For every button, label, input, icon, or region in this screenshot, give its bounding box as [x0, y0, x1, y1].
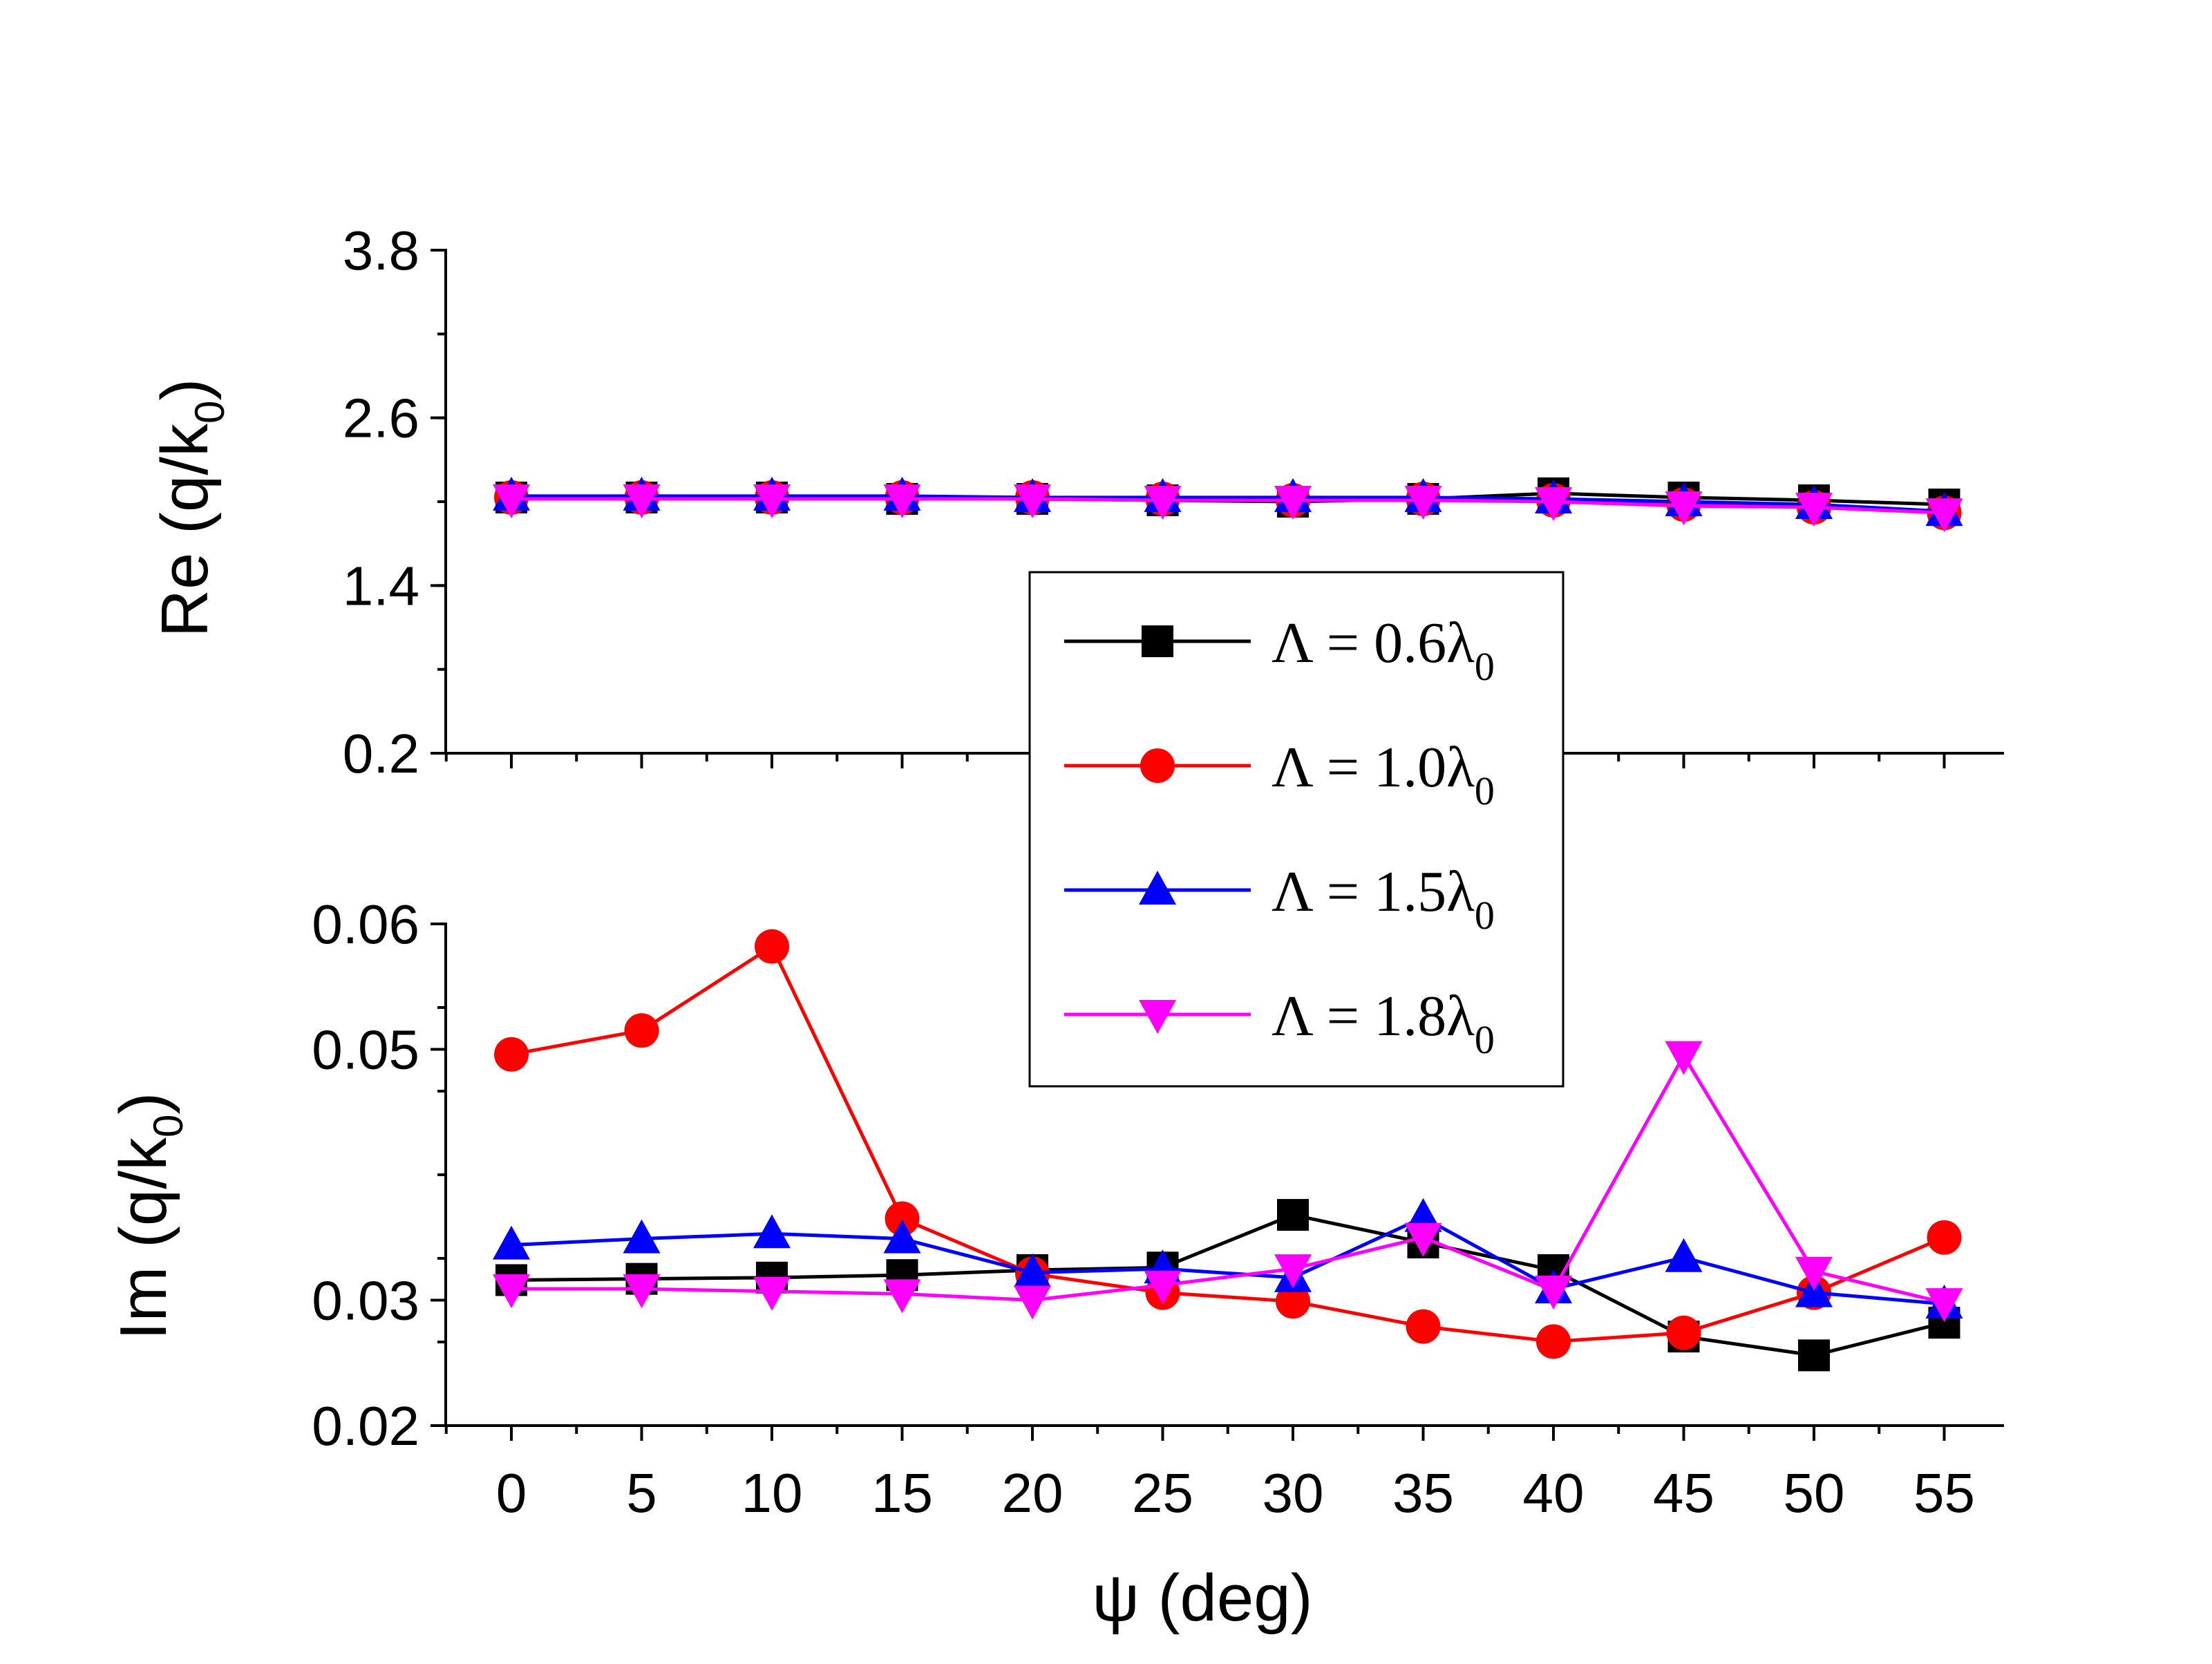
legend-swatch-marker	[1140, 748, 1175, 783]
legend-label: Λ = 0.6λ0	[1272, 611, 1495, 689]
bottom-y-tick-label: 0.05	[312, 1019, 419, 1081]
x-axis-title: ψ (deg)	[1092, 1561, 1312, 1635]
top-series-line	[511, 494, 1945, 513]
legend: Λ = 0.6λ0 Λ = 1.0λ0 Λ = 1.5λ0 Λ = 1.8λ0	[1028, 571, 1565, 1088]
bottom-data-point	[1795, 1256, 1833, 1291]
bottom-x-tick-label: 45	[1653, 1462, 1714, 1524]
top-y-tick-label: 3.8	[343, 220, 419, 281]
bottom-series-triangle-down	[493, 1041, 1963, 1323]
bottom-data-point	[1927, 1220, 1962, 1255]
legend-swatch-marker	[1139, 871, 1176, 905]
bottom-data-point	[1276, 1284, 1310, 1319]
legend-items: Λ = 0.6λ0 Λ = 1.0λ0 Λ = 1.5λ0 Λ = 1.8λ0	[1064, 611, 1495, 1062]
bottom-data-point	[1404, 1222, 1442, 1257]
bottom-panel-im: 0.02 0.03 0.05 0.06 0 5 10 15 20 25 30 35 40 45 50 55 I…	[106, 894, 2004, 1635]
top-data-point	[1144, 485, 1182, 520]
bottom-data-point	[1666, 1315, 1701, 1350]
top-data-point	[1665, 491, 1703, 526]
top-data-point	[1274, 485, 1312, 520]
bottom-data-point	[883, 1219, 921, 1254]
top-data-point	[623, 484, 661, 518]
bottom-data-point	[1277, 1199, 1309, 1231]
top-y-axis-title: Re (q/k0)	[148, 379, 233, 638]
top-data-point	[1795, 493, 1833, 527]
bottom-data-point	[1014, 1253, 1051, 1287]
bottom-series-line	[511, 1215, 1945, 1306]
bottom-data-point	[1798, 1339, 1830, 1372]
bottom-x-tick-label: 30	[1263, 1462, 1324, 1524]
bottom-series-line	[511, 944, 1945, 1343]
bottom-data-point	[493, 1274, 530, 1309]
bottom-plot-series	[493, 929, 1963, 1372]
bottom-data-point	[1014, 1285, 1051, 1320]
bottom-data-point	[755, 929, 789, 964]
top-data-point	[753, 484, 791, 518]
bottom-x-tick-label: 0	[496, 1462, 527, 1524]
bottom-data-point	[1665, 1238, 1703, 1272]
bottom-x-tick-label: 15	[871, 1462, 933, 1524]
bottom-axes: 0.02 0.03 0.05 0.06 0 5 10 15 20 25 30 35 40 45 50 55	[312, 894, 2004, 1524]
top-series-triangle-down	[493, 484, 1963, 533]
legend-label: Λ = 1.0λ0	[1272, 735, 1495, 813]
top-series-line	[511, 497, 1945, 515]
top-panel-re: 0.2 1.4 2.6 3.8 Re (q/k0)	[148, 220, 2004, 784]
bottom-y-tick-label: 0.06	[312, 894, 419, 955]
bottom-x-tick-label: 55	[1913, 1462, 1975, 1524]
bottom-data-point	[493, 1225, 530, 1260]
bottom-data-point	[1925, 1288, 1963, 1323]
bottom-data-point	[1144, 1270, 1182, 1305]
bottom-data-point	[624, 1013, 659, 1048]
legend-label: Λ = 1.8λ0	[1272, 984, 1495, 1062]
top-data-point	[883, 484, 921, 518]
top-data-point	[1014, 484, 1051, 518]
bottom-data-point	[494, 1037, 529, 1072]
bottom-x-tick-label: 50	[1784, 1462, 1845, 1524]
legend-item: Λ = 0.6λ0	[1064, 611, 1495, 689]
legend-label: Λ = 1.5λ0	[1272, 860, 1495, 938]
bottom-y-tick-label: 0.02	[312, 1395, 419, 1457]
bottom-data-point	[753, 1276, 791, 1311]
bottom-data-point	[883, 1279, 921, 1314]
bottom-x-tick-label: 10	[741, 1462, 803, 1524]
bottom-x-tick-label: 20	[1002, 1462, 1064, 1524]
bottom-data-point	[1535, 1275, 1572, 1310]
bottom-series-line	[511, 1213, 1945, 1357]
top-data-point	[1535, 487, 1572, 521]
top-y-tick-label: 2.6	[343, 388, 419, 449]
top-data-point	[1925, 498, 1963, 533]
top-data-point	[493, 484, 530, 518]
bottom-y-axis-title: Im (q/k0)	[106, 1093, 191, 1341]
legend-swatch-marker	[1139, 1000, 1176, 1034]
bottom-x-tick-label: 25	[1132, 1462, 1193, 1524]
bottom-data-point	[885, 1201, 920, 1236]
legend-item: Λ = 1.0λ0	[1064, 735, 1495, 813]
legend-item: Λ = 1.5λ0	[1064, 860, 1495, 938]
bottom-data-point	[1536, 1324, 1571, 1359]
bottom-data-point	[1406, 1309, 1441, 1344]
bottom-data-point	[623, 1219, 661, 1254]
top-y-tick-label: 0.2	[343, 723, 419, 784]
bottom-x-tick-label: 40	[1523, 1462, 1585, 1524]
bottom-series-line	[511, 1052, 1945, 1305]
bottom-y-tick-label: 0.03	[312, 1270, 419, 1332]
top-plot-series	[493, 476, 1963, 533]
bottom-data-point	[623, 1274, 661, 1309]
top-y-tick-label: 1.4	[343, 555, 419, 616]
bottom-data-point	[1665, 1041, 1703, 1075]
bottom-x-tick-label: 5	[626, 1462, 657, 1524]
bottom-x-tick-label: 35	[1392, 1462, 1454, 1524]
bottom-data-point	[753, 1214, 791, 1249]
legend-box	[1028, 571, 1565, 1088]
legend-swatch-marker	[1142, 625, 1173, 657]
bottom-data-point	[1274, 1254, 1312, 1289]
legend-item: Λ = 1.8λ0	[1064, 984, 1495, 1062]
top-data-point	[1404, 485, 1442, 520]
